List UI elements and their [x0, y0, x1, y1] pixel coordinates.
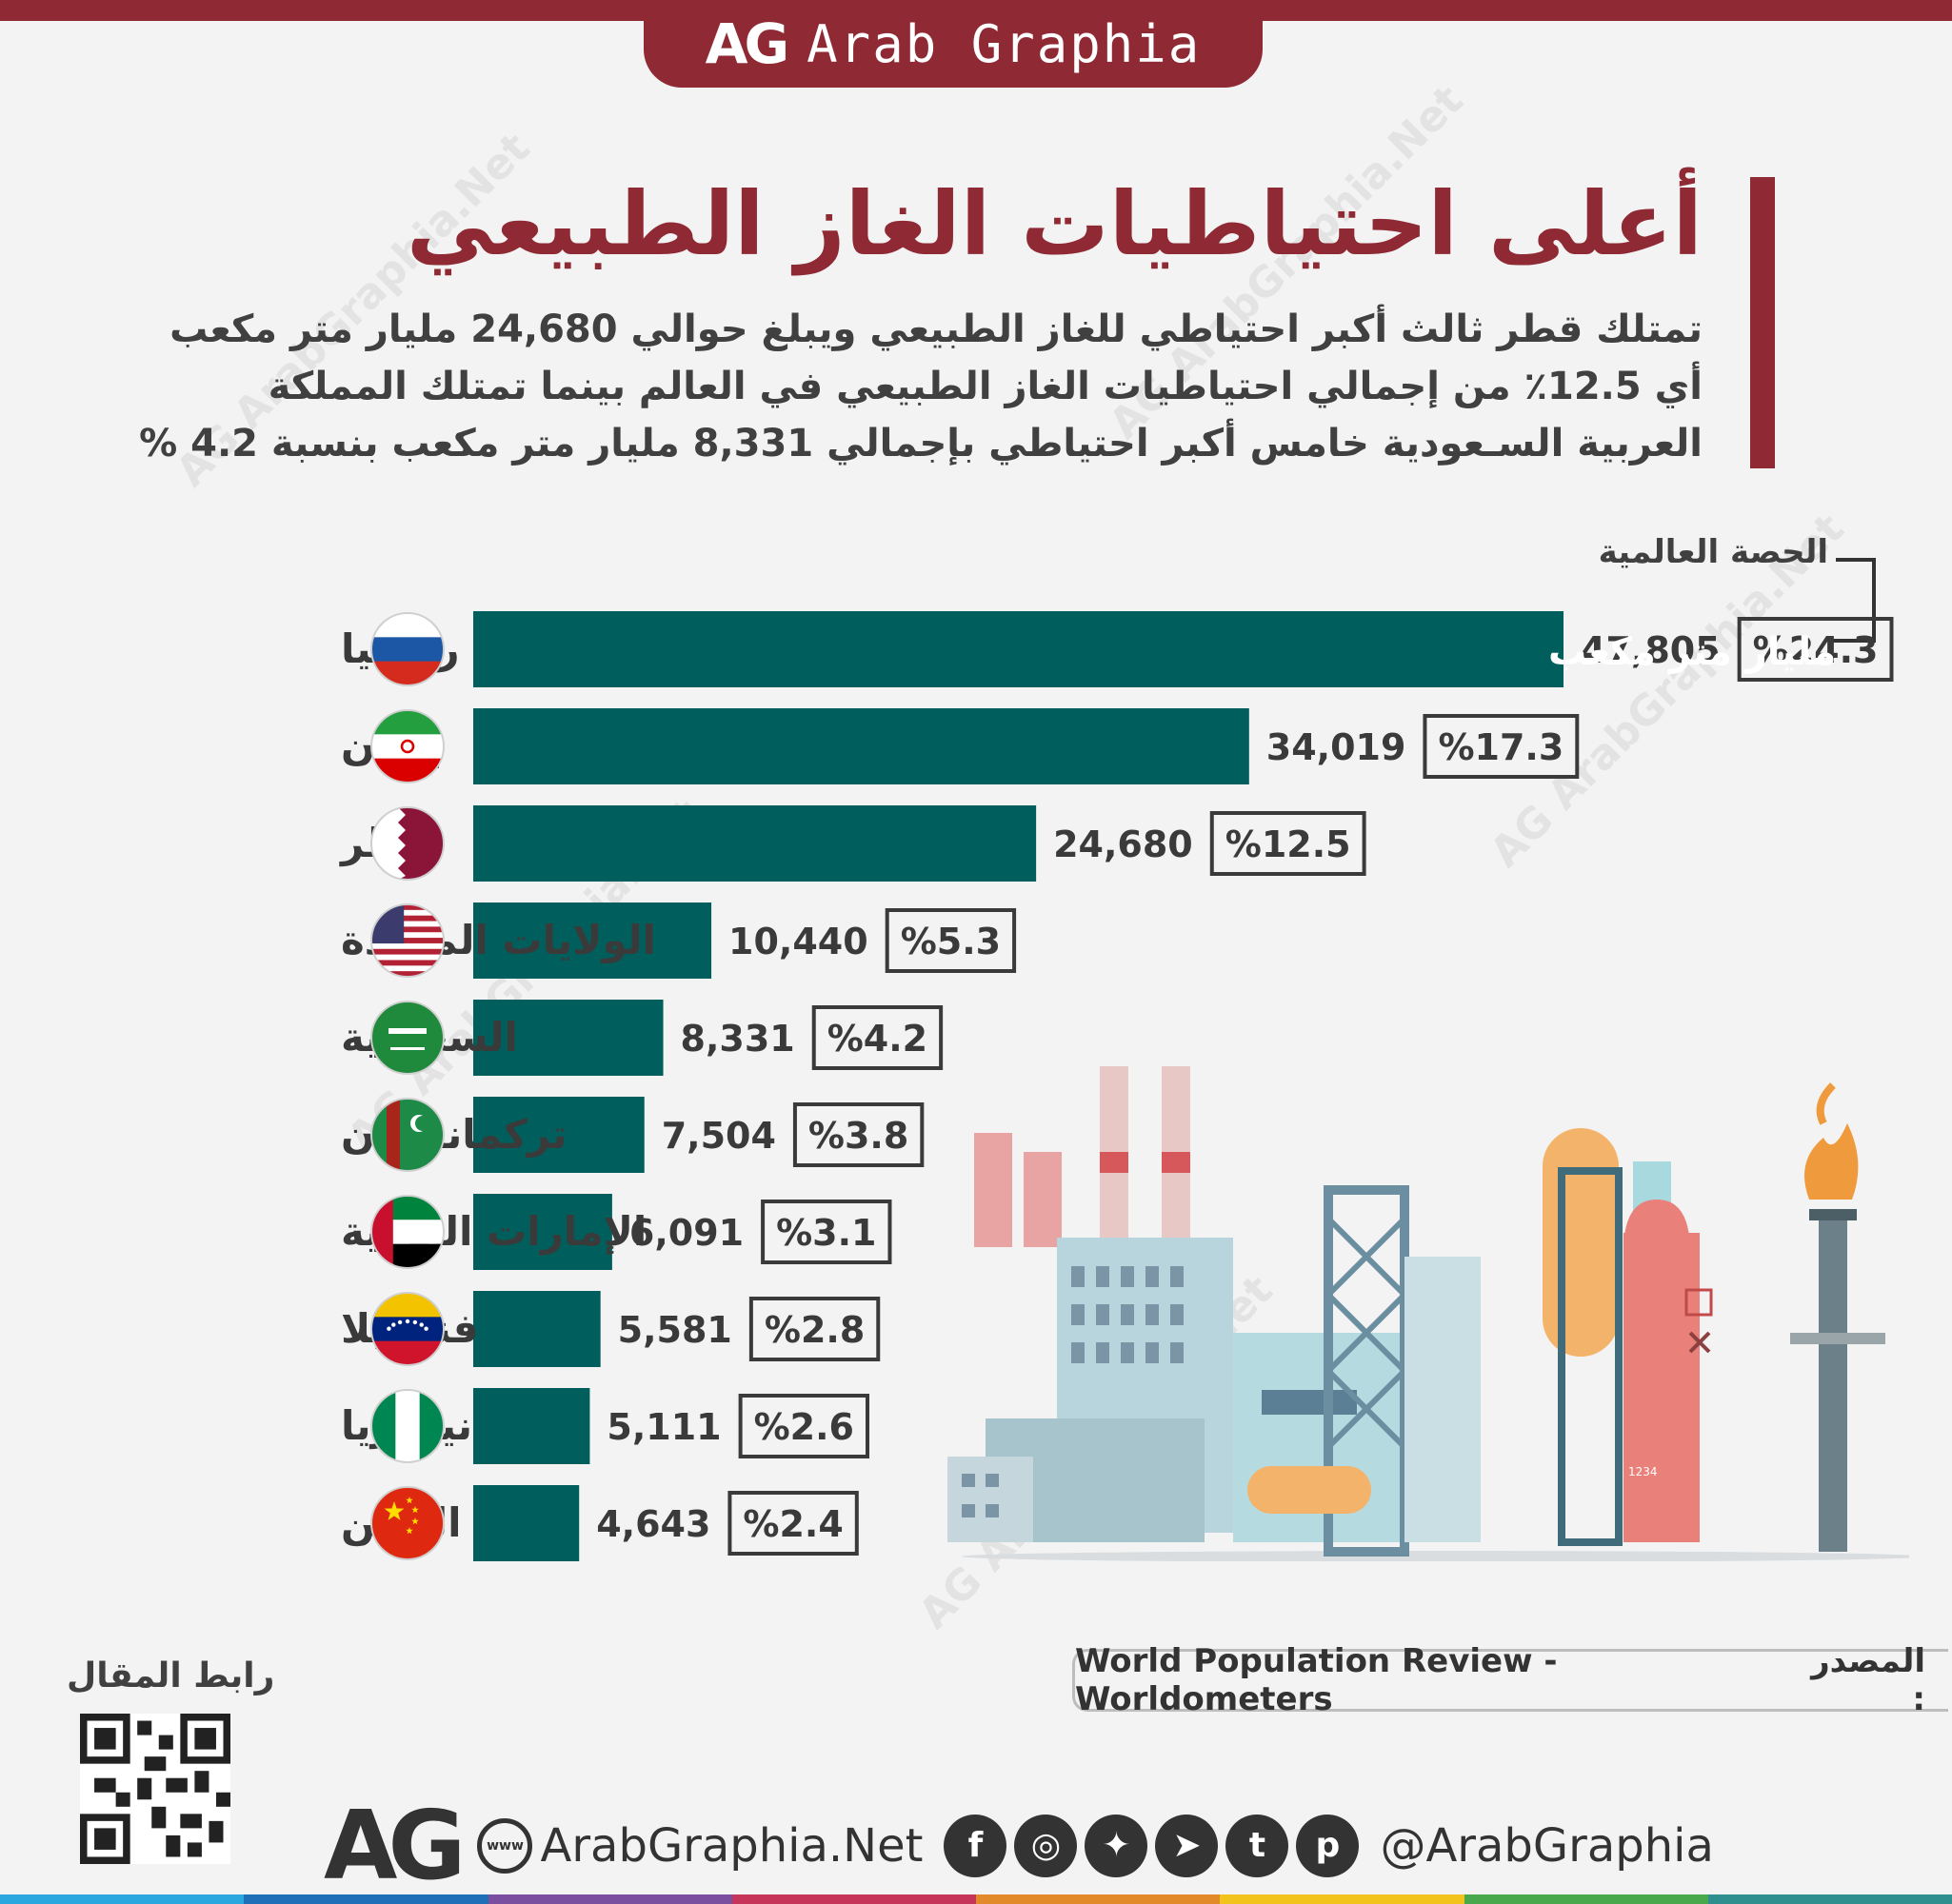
- brand-logo: AG: [705, 11, 789, 76]
- brand-name: Arab Graphia: [807, 13, 1202, 74]
- instagram-icon[interactable]: ◎: [1014, 1814, 1078, 1877]
- source-box: World Population Review - Worldometers ا…: [1072, 1642, 1948, 1718]
- share-box: [738, 1394, 870, 1458]
- share-label: %3.1: [776, 1212, 876, 1254]
- share-label: %24.3: [1753, 629, 1879, 671]
- description-line: أي 12.5٪ من إجمالي احتياطيات الغاز الطبي…: [268, 365, 1703, 408]
- description-line: تمتلك قطر ثالث أكبر احتياطي للغاز الطبيع…: [169, 307, 1703, 351]
- globe-icon: www: [477, 1817, 533, 1874]
- value-label: 24,680: [1053, 823, 1193, 865]
- source-text: World Population Review - Worldometers: [1075, 1642, 1558, 1718]
- share-label: %3.8: [808, 1115, 908, 1157]
- brand-header: AG Arab Graphia: [644, 0, 1263, 88]
- footer-logo: AG: [324, 1790, 467, 1901]
- share-box: [748, 1297, 881, 1361]
- uae-flag: [370, 1195, 445, 1269]
- share-box: [761, 1200, 892, 1264]
- turkmenistan-flag: [370, 1098, 445, 1172]
- title-accent-bar: [1750, 177, 1775, 468]
- share-label: %2.6: [754, 1406, 854, 1448]
- bar: [473, 1000, 664, 1076]
- share-box: [727, 1491, 859, 1556]
- bottom-stripe: [0, 1894, 1952, 1904]
- social-handle: @ArabGraphia: [1380, 1818, 1714, 1873]
- factory-illustration: 1234: [947, 1066, 1909, 1561]
- share-box: [792, 1102, 925, 1167]
- bar-row: الولايات المتحدة 10,440 %5.3: [341, 902, 1017, 979]
- russia-flag: [370, 612, 445, 686]
- source-label: المصدر :: [1811, 1642, 1925, 1718]
- bar-row: نيجيريا5,111%2.6: [341, 1388, 870, 1464]
- value-label: 5,111: [607, 1406, 721, 1448]
- bar: [473, 902, 712, 979]
- bar: [473, 708, 1249, 784]
- social-icons: f ◎ ✦ ➤ t p: [944, 1814, 1360, 1877]
- share-label: %2.8: [765, 1309, 865, 1351]
- share-label: %4.2: [827, 1018, 927, 1060]
- value-label: 5,581: [618, 1309, 732, 1351]
- value-label: 4,643: [596, 1503, 710, 1545]
- facebook-icon[interactable]: f: [944, 1814, 1007, 1877]
- nigeria-flag: [370, 1389, 445, 1463]
- website-link[interactable]: www ArabGraphia.Net: [477, 1817, 924, 1874]
- value-label: 47,805: [1581, 629, 1721, 671]
- description-line: العربية السـعودية خامس أكبر احتياطي بإجم…: [139, 422, 1703, 466]
- share-box: [811, 1005, 944, 1070]
- share-label: %2.4: [743, 1503, 843, 1545]
- usa-flag: [370, 903, 445, 978]
- china-flag: [370, 1486, 445, 1560]
- bar-row: تركمانستان 7,504 %3.8: [341, 1097, 925, 1173]
- bar: [473, 1194, 612, 1270]
- value-label: 6,091: [629, 1212, 744, 1254]
- telegram-icon[interactable]: ➤: [1155, 1814, 1219, 1877]
- share-box: [1423, 714, 1580, 779]
- value-label: 7,504: [662, 1115, 776, 1157]
- share-label: الحصة العالمية: [1598, 533, 1828, 571]
- website-text: ArabGraphia.Net: [540, 1818, 924, 1873]
- tumblr-icon[interactable]: t: [1225, 1814, 1289, 1877]
- share-label: %17.3: [1438, 726, 1564, 768]
- qatar-flag: [370, 806, 445, 881]
- iran-flag: [370, 709, 445, 783]
- unit-label: مليار متر مكعب: [1548, 630, 1836, 674]
- footer: AG www ArabGraphia.Net f ◎ ✦ ➤ t p @Arab…: [324, 1790, 1714, 1901]
- value-label: 34,019: [1266, 726, 1406, 768]
- bar: [473, 1291, 601, 1367]
- bar: [473, 1388, 590, 1464]
- bar-row: الصين4,643%2.4: [341, 1485, 859, 1561]
- svg-text:1234: 1234: [1628, 1465, 1658, 1478]
- venezuela-flag: [370, 1292, 445, 1366]
- qr-code[interactable]: [80, 1714, 230, 1864]
- bar: [473, 805, 1037, 882]
- saudi-flag: [370, 1001, 445, 1075]
- value-label: 8,331: [681, 1018, 795, 1060]
- description: تمتلك قطر ثالث أكبر احتياطي للغاز الطبيع…: [84, 301, 1703, 472]
- qr-label: رابط المقال: [67, 1656, 275, 1696]
- share-label: %5.3: [901, 921, 1001, 962]
- bar: [473, 1097, 645, 1173]
- share-box: [1209, 811, 1366, 876]
- bar: [473, 611, 1564, 687]
- page-title: أعلى احتياطيات الغاز الطبيعي: [406, 173, 1703, 275]
- value-label: 10,440: [728, 921, 868, 962]
- pinterest-icon[interactable]: p: [1296, 1814, 1360, 1877]
- share-bracket: [1830, 558, 1876, 643]
- share-box: [885, 908, 1017, 973]
- bar-row: السعودية8,331%4.2: [341, 1000, 944, 1076]
- bar-row: إيران34,019%17.3: [341, 708, 1580, 784]
- share-box: [1737, 617, 1894, 682]
- bar-row: قطر24,680%12.5: [339, 805, 1366, 882]
- twitter-icon[interactable]: ✦: [1085, 1814, 1148, 1877]
- share-label: %12.5: [1225, 823, 1351, 865]
- bar: [473, 1485, 580, 1561]
- bar-row: فنزويلا5,581%2.8: [341, 1291, 881, 1367]
